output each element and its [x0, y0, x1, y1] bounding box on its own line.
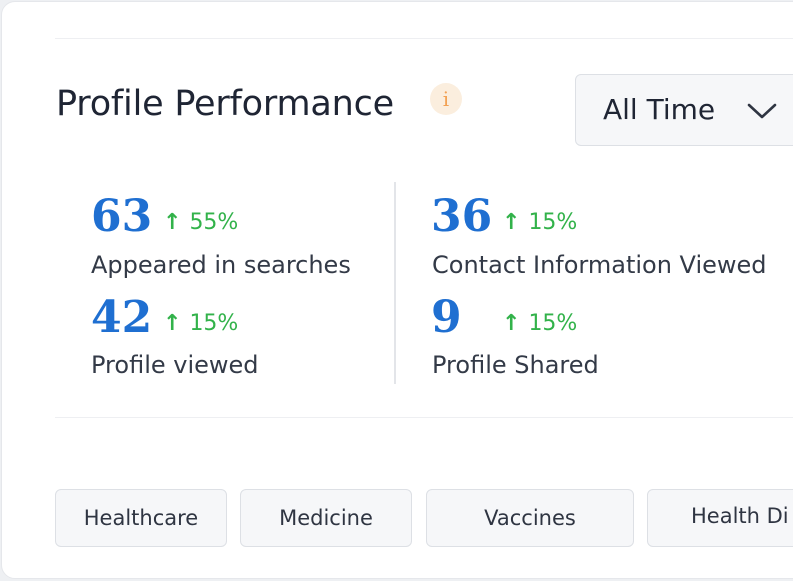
- tag-health-di[interactable]: Health Di: [647, 489, 793, 547]
- change-value: 55%: [189, 210, 239, 235]
- profile-shared-label: Profile Shared: [432, 351, 599, 379]
- tag-healthcare[interactable]: Healthcare: [55, 489, 227, 547]
- period-dropdown-label: All Time: [603, 93, 716, 126]
- appeared-in-searches-value: 63: [91, 191, 153, 242]
- tag-vaccines[interactable]: Vaccines: [426, 489, 634, 547]
- period-dropdown[interactable]: All Time: [575, 74, 793, 146]
- arrow-up-icon: ↑: [163, 311, 182, 336]
- chevron-down-icon: [746, 101, 778, 125]
- info-icon[interactable]: i: [430, 83, 462, 115]
- stats-bottom-divider: [55, 417, 793, 418]
- arrow-up-icon: ↑: [502, 210, 521, 235]
- contact-info-viewed-label: Contact Information Viewed: [432, 251, 767, 279]
- change-value: 15%: [528, 210, 578, 235]
- appeared-in-searches-change: ↑ 55%: [163, 212, 238, 234]
- top-divider: [55, 38, 793, 39]
- profile-viewed-change: ↑ 15%: [163, 313, 238, 335]
- profile-viewed-label: Profile viewed: [91, 351, 259, 379]
- contact-info-viewed-value: 36: [431, 191, 493, 242]
- profile-shared-change: ↑ 15%: [502, 313, 577, 335]
- appeared-in-searches-label: Appeared in searches: [91, 251, 351, 279]
- profile-shared-value: 9: [431, 292, 462, 343]
- change-value: 15%: [528, 311, 578, 336]
- arrow-up-icon: ↑: [502, 311, 521, 336]
- profile-viewed-value: 42: [91, 292, 153, 343]
- change-value: 15%: [189, 311, 239, 336]
- arrow-up-icon: ↑: [163, 210, 182, 235]
- contact-info-viewed-change: ↑ 15%: [502, 212, 577, 234]
- tag-medicine[interactable]: Medicine: [240, 489, 412, 547]
- stats-column-divider: [394, 182, 396, 384]
- page-title: Profile Performance: [56, 84, 394, 124]
